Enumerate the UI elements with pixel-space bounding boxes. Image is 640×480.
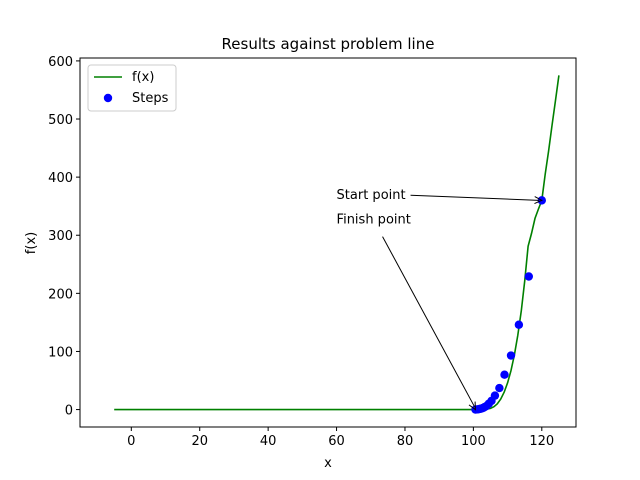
x-tick-label: 80 [397, 434, 414, 449]
start-point-annotation: Start point [337, 188, 406, 203]
annotation-arrowhead [534, 196, 543, 205]
x-tick-label: 0 [127, 434, 135, 449]
legend-label-steps: Steps [132, 91, 169, 106]
finish-point-annotation: Finish point [337, 213, 411, 228]
series-line-fx [114, 75, 560, 411]
y-tick-label: 0 [65, 404, 73, 419]
x-axis-label: x [324, 456, 332, 471]
y-tick-label: 300 [48, 229, 73, 244]
annotation-arrow [382, 236, 475, 407]
step-point [495, 383, 504, 393]
step-point [500, 370, 509, 379]
legend-label-fx: f(x) [132, 70, 154, 85]
x-tick-label: 60 [328, 434, 345, 449]
y-tick-label: 600 [48, 55, 73, 70]
legend-dot-swatch [103, 93, 113, 103]
step-point [524, 272, 533, 281]
y-tick-label: 400 [48, 171, 73, 186]
x-tick-label: 120 [529, 434, 554, 449]
plot-frame [79, 57, 577, 428]
x-tick-label: 100 [461, 434, 486, 449]
chart-title: Results against problem line [222, 35, 435, 53]
plot-area: 0 20 40 60 80 100 120 0 100 200 300 400 500 600 Start … [48, 55, 577, 449]
y-tick-label: 200 [48, 287, 73, 302]
annotation-arrowhead [468, 401, 476, 411]
step-point [506, 351, 516, 360]
y-tick-label: 100 [48, 345, 73, 360]
y-tick-label: 500 [48, 113, 73, 128]
annotation-arrow [410, 194, 539, 201]
x-tick-label: 20 [191, 434, 208, 449]
x-tick-label: 40 [260, 434, 277, 449]
step-point [514, 320, 524, 329]
y-axis-label: f(x) [24, 232, 39, 254]
